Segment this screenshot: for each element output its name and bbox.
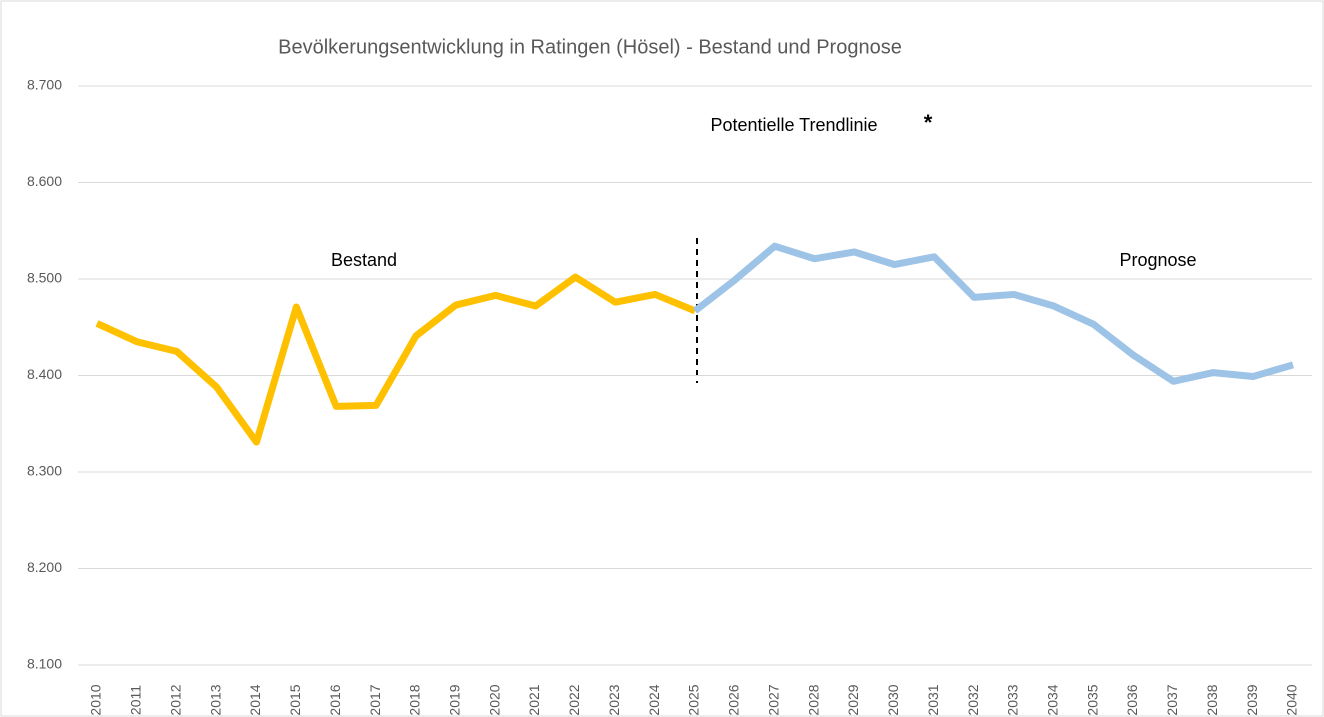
x-tick-label: 2010 [88, 684, 104, 715]
x-tick-label: 2022 [566, 684, 582, 715]
x-tick-label: 2016 [327, 684, 343, 715]
y-tick-label: 8.700 [27, 77, 62, 93]
x-tick-label: 2017 [367, 684, 383, 715]
x-tick-label: 2029 [845, 684, 861, 715]
x-tick-label: 2030 [885, 684, 901, 715]
annotation: * [924, 110, 933, 135]
x-tick-label: 2035 [1084, 684, 1100, 715]
x-tick-label: 2034 [1045, 684, 1061, 715]
x-tick-label: 2032 [965, 684, 981, 715]
x-tick-label: 2033 [1005, 684, 1021, 715]
x-tick-label: 2027 [765, 684, 781, 715]
x-tick-label: 2039 [1244, 684, 1260, 715]
annotation: Bestand [331, 250, 397, 270]
x-tick-label: 2025 [686, 684, 702, 715]
y-tick-label: 8.400 [27, 366, 62, 382]
y-tick-label: 8.500 [27, 270, 62, 286]
x-tick-label: 2014 [247, 684, 263, 715]
x-tick-label: 2023 [606, 684, 622, 715]
x-tick-label: 2013 [207, 684, 223, 715]
x-tick-label: 2019 [447, 684, 463, 715]
x-tick-label: 2020 [486, 684, 502, 715]
annotation: Prognose [1119, 250, 1196, 270]
chart-title: Bevölkerungsentwicklung in Ratingen (Hös… [278, 36, 902, 58]
x-tick-label: 2024 [646, 684, 662, 715]
y-tick-label: 8.100 [27, 656, 62, 672]
x-tick-label: 2031 [925, 684, 941, 715]
y-tick-label: 8.300 [27, 463, 62, 479]
series-line [692, 242, 1294, 385]
x-tick-label: 2040 [1284, 684, 1300, 715]
x-tick-label: 2021 [526, 684, 542, 715]
series-line [95, 273, 697, 446]
annotation: Potentielle Trendlinie [710, 115, 877, 135]
x-tick-label: 2038 [1204, 684, 1220, 715]
y-tick-label: 8.200 [27, 559, 62, 575]
x-tick-label: 2018 [407, 684, 423, 715]
x-tick-label: 2012 [167, 684, 183, 715]
x-tick-label: 2011 [128, 685, 144, 715]
y-tick-label: 8.600 [27, 173, 62, 189]
x-tick-label: 2037 [1164, 684, 1180, 715]
x-tick-label: 2036 [1124, 684, 1140, 715]
x-tick-label: 2026 [726, 684, 742, 715]
x-tick-label: 2015 [287, 684, 303, 715]
x-tick-label: 2028 [805, 684, 821, 715]
